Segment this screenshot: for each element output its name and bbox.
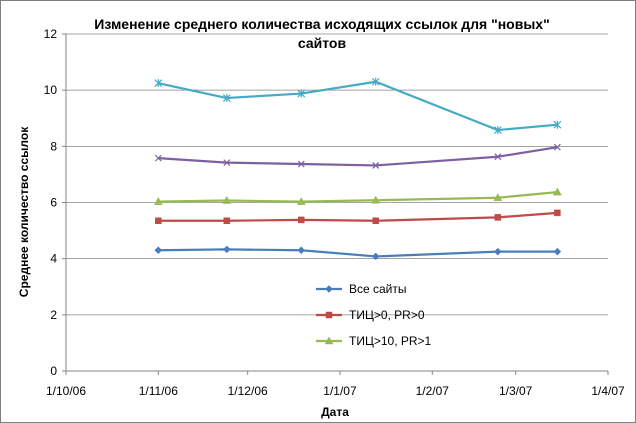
legend-label: Все сайты <box>349 282 407 296</box>
data-point <box>493 247 502 256</box>
x-tick-label: 1/12/06 <box>228 384 268 398</box>
legend-entry: ТИЦ>0, PR>0 <box>316 308 425 322</box>
legend-marker <box>325 285 333 293</box>
data-point <box>553 120 562 129</box>
y-tick-label: 6 <box>50 196 57 210</box>
data-point <box>494 153 502 161</box>
series-line <box>158 191 558 203</box>
legend-label: ТИЦ>10, PR>1 <box>349 334 432 348</box>
data-point <box>297 89 306 98</box>
data-point <box>554 209 561 217</box>
data-point <box>223 217 231 225</box>
x-tick-label: 1/2/07 <box>416 384 450 398</box>
data-point <box>371 252 380 261</box>
data-point <box>372 162 380 169</box>
data-point <box>297 246 306 255</box>
data-point <box>493 193 503 201</box>
x-tick-label: 1/3/07 <box>499 384 533 398</box>
series-5 <box>154 77 562 135</box>
data-point <box>297 160 305 168</box>
data-point <box>222 245 231 254</box>
legend-marker <box>325 311 333 319</box>
x-tick-label: 1/4/07 <box>591 384 625 398</box>
data-point <box>222 94 231 103</box>
gridlines <box>66 33 608 316</box>
data-point <box>155 217 162 225</box>
data-point <box>493 126 502 135</box>
data-point <box>154 246 163 255</box>
data-point <box>552 187 562 196</box>
y-tick-label: 2 <box>50 308 57 322</box>
y-tick-label: 12 <box>44 27 58 41</box>
series-line <box>158 211 558 222</box>
y-axis-label: Среднее количество ссылок <box>17 126 31 297</box>
series-group <box>153 77 562 261</box>
series-4 <box>154 143 561 169</box>
data-point <box>296 197 306 205</box>
chart-title-line1: Изменение среднего количества исходящих … <box>94 16 549 32</box>
y-tick-label: 0 <box>50 364 57 378</box>
series-line <box>158 80 558 132</box>
legend-entry: ТИЦ>10, PR>1 <box>316 334 432 348</box>
data-point <box>153 197 163 205</box>
legend: Все сайты ТИЦ>0, PR>0 ТИЦ>10, PR>1 <box>316 282 432 348</box>
data-point <box>553 247 562 256</box>
x-axis-label: Дата <box>321 405 349 419</box>
data-point <box>371 195 381 204</box>
series-line <box>158 248 558 258</box>
data-point <box>298 216 305 224</box>
legend-marker <box>324 336 334 345</box>
data-point <box>154 79 163 88</box>
series-3 <box>153 187 562 205</box>
data-point <box>372 217 379 225</box>
series-line <box>158 146 558 167</box>
data-point <box>154 154 162 162</box>
legend-label: ТИЦ>0, PR>0 <box>349 308 425 322</box>
y-tick-label: 10 <box>44 83 58 97</box>
x-tick-label: 1/10/06 <box>46 384 86 398</box>
chart-title-line2: сайтов <box>298 35 347 51</box>
series-1 <box>154 245 562 261</box>
x-tick-label: 1/1/07 <box>323 384 357 398</box>
data-point <box>223 159 231 167</box>
y-tick-label: 8 <box>50 139 57 153</box>
data-point <box>494 214 502 221</box>
data-point <box>371 77 380 86</box>
x-tick-label: 1/11/06 <box>139 384 178 398</box>
legend-entry: Все сайты <box>316 282 407 296</box>
series-2 <box>155 209 561 225</box>
axes: 0 2 4 6 8 10 12 1/10/06 1/11/06 1/12/06 1/1/07 1/2/… <box>44 27 625 398</box>
data-point <box>553 143 561 151</box>
data-point <box>222 196 232 204</box>
y-tick-label: 4 <box>50 252 57 266</box>
